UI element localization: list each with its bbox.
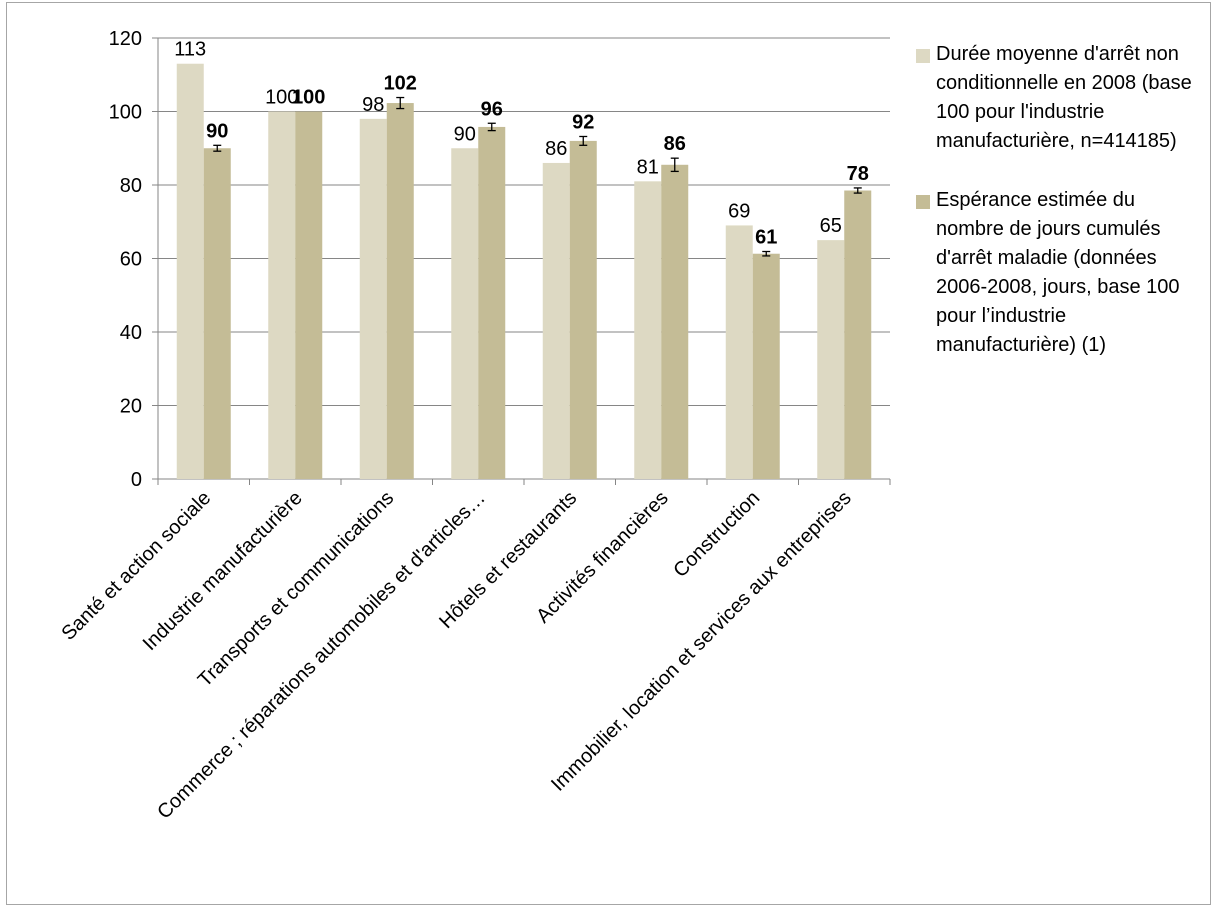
category-label: Commerce ; réparations automobiles et d'… bbox=[153, 487, 490, 824]
legend-item-series-2: Espérance estimée du nombre de jours cum… bbox=[916, 186, 1206, 360]
data-label-series-1: 113 bbox=[174, 39, 206, 61]
legend-swatch bbox=[916, 195, 930, 209]
legend-label: Durée moyenne d'arrêt non conditionnelle… bbox=[936, 43, 1192, 152]
bar-series-1 bbox=[817, 240, 845, 479]
bar-series-2 bbox=[203, 148, 231, 479]
data-label-series-1: 100 bbox=[265, 87, 298, 109]
data-label-series-1: 81 bbox=[637, 156, 659, 178]
data-label-series-2: 78 bbox=[847, 163, 869, 185]
bar-series-1 bbox=[634, 181, 662, 479]
bar-series-2 bbox=[569, 140, 597, 479]
legend: Durée moyenne d'arrêt non conditionnelle… bbox=[916, 40, 1206, 390]
y-tick-label: 100 bbox=[109, 102, 142, 124]
category-label: Construction bbox=[669, 487, 764, 582]
data-label-series-1: 90 bbox=[454, 123, 476, 145]
legend-label: Espérance estimée du nombre de jours cum… bbox=[936, 189, 1180, 356]
y-tick-label: 80 bbox=[120, 175, 142, 197]
bar-series-1 bbox=[359, 118, 387, 479]
data-label-series-2: 86 bbox=[664, 133, 686, 155]
y-tick-label: 0 bbox=[131, 469, 142, 491]
category-label: Industrie manufacturière bbox=[139, 487, 307, 655]
bar-series-2 bbox=[295, 111, 323, 479]
data-label-series-1: 98 bbox=[362, 94, 384, 116]
data-label-series-2: 100 bbox=[292, 87, 325, 109]
bar-series-1 bbox=[451, 148, 479, 479]
y-tick-label: 20 bbox=[120, 396, 142, 418]
bar-series-1 bbox=[268, 111, 296, 479]
bar-series-2 bbox=[661, 164, 689, 479]
y-tick-label: 60 bbox=[120, 249, 142, 271]
data-label-series-2: 92 bbox=[572, 111, 594, 133]
data-label-series-1: 69 bbox=[728, 200, 750, 222]
category-label: Transports et communications bbox=[194, 487, 398, 691]
data-label-series-1: 86 bbox=[545, 138, 567, 160]
data-label-series-2: 90 bbox=[206, 120, 228, 142]
bar-series-2 bbox=[844, 190, 872, 479]
bar-series-1 bbox=[725, 225, 753, 479]
data-label-series-2: 96 bbox=[481, 98, 503, 120]
bar-series-2 bbox=[478, 126, 506, 479]
bar-series-1 bbox=[176, 63, 204, 479]
legend-swatch bbox=[916, 49, 930, 63]
legend-item-series-1: Durée moyenne d'arrêt non conditionnelle… bbox=[916, 40, 1206, 156]
data-label-series-2: 61 bbox=[755, 227, 777, 249]
data-label-series-2: 102 bbox=[384, 73, 417, 95]
y-tick-label: 40 bbox=[120, 322, 142, 344]
bar-series-2 bbox=[752, 253, 780, 479]
category-label: Santé et action sociale bbox=[57, 487, 215, 645]
data-label-series-1: 65 bbox=[820, 215, 842, 237]
bar-series-2 bbox=[386, 103, 414, 480]
bar-series-1 bbox=[542, 162, 570, 479]
chart-frame bbox=[6, 2, 1211, 905]
y-tick-label: 120 bbox=[109, 28, 142, 50]
